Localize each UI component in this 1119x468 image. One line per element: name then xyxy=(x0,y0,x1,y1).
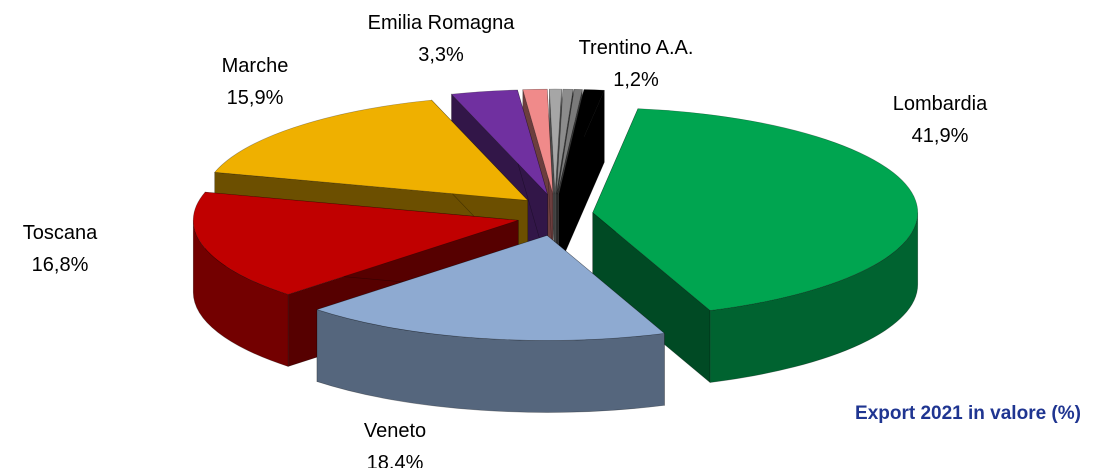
slice-label: Lombardia xyxy=(893,93,988,115)
labels: Lombardia 41,9% Veneto 18,4% Toscana 16,8% Mar… xyxy=(23,12,988,468)
slice xyxy=(556,88,574,195)
slice-value-label: 18,4% xyxy=(367,452,424,468)
slice-value-label: 15,9% xyxy=(227,87,284,109)
slice xyxy=(450,89,548,195)
slice xyxy=(522,88,554,195)
slice xyxy=(214,99,529,201)
slice xyxy=(558,89,605,195)
slice-label: Toscana xyxy=(23,222,98,244)
slice xyxy=(316,235,666,341)
slice-value-label: 1,2% xyxy=(613,69,659,91)
slice xyxy=(557,88,583,195)
slice-label: Trentino A.A. xyxy=(579,37,694,59)
pie xyxy=(192,88,919,413)
slice-side xyxy=(592,211,711,384)
slice-label: Marche xyxy=(222,55,289,77)
slice xyxy=(549,88,562,195)
slice-label: Veneto xyxy=(364,420,426,442)
slice-value-label: 3,3% xyxy=(418,44,464,66)
slice-label: Emilia Romagna xyxy=(368,12,516,34)
slice-value-label: 16,8% xyxy=(32,254,89,276)
annotation: Export 2021 in valore (%) xyxy=(855,403,1081,424)
slice-value-label: 41,9% xyxy=(912,125,969,147)
slice xyxy=(592,108,919,311)
slice xyxy=(192,191,519,295)
